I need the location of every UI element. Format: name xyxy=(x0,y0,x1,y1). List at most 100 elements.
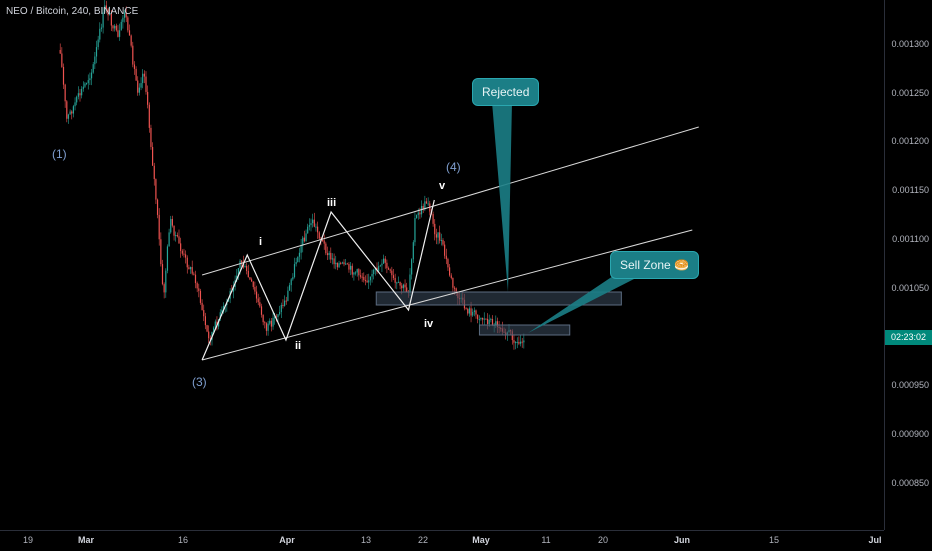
candle-body xyxy=(87,80,89,84)
candle-body xyxy=(251,279,253,282)
candle-body xyxy=(148,104,150,128)
candle-body xyxy=(290,279,292,286)
candle-body xyxy=(176,235,178,237)
candle-body xyxy=(368,280,370,283)
candle-body xyxy=(203,310,205,317)
candle-body xyxy=(465,308,467,310)
chart-title: NEO / Bitcoin, 240, BINANCE xyxy=(6,6,139,17)
candle-body xyxy=(92,64,94,73)
candle-body xyxy=(260,306,263,315)
candle-body xyxy=(272,317,274,327)
candle-body xyxy=(402,284,404,289)
callout-pointer-sell-zone xyxy=(528,270,642,333)
candle-body xyxy=(303,237,305,242)
candle-body xyxy=(204,316,206,326)
callout-rejected[interactable]: Rejected xyxy=(472,78,540,106)
candle-body xyxy=(330,252,332,260)
candle-body xyxy=(486,318,489,324)
candle-body xyxy=(67,114,70,119)
candle-body xyxy=(280,304,282,313)
candle-body xyxy=(86,83,88,85)
candle-body xyxy=(62,66,65,85)
wave-label-ii: ii xyxy=(295,340,302,352)
candle-body xyxy=(361,276,363,278)
candle-body xyxy=(302,237,304,246)
candle-body xyxy=(125,12,127,18)
time-axis[interactable]: 19 Mar 16 Apr 13 22 May 11 20 Jun 15 Jul xyxy=(0,530,884,551)
candle-body xyxy=(175,235,177,237)
wave-label-4: (4) xyxy=(446,160,461,174)
candle-body xyxy=(237,268,239,276)
candle-body xyxy=(133,64,136,69)
candle-body xyxy=(391,270,393,276)
candle-body xyxy=(485,318,487,320)
candle-body xyxy=(160,239,162,265)
candle-body xyxy=(89,78,91,81)
candle-body xyxy=(397,281,400,283)
candle-body xyxy=(275,316,277,318)
wave-label-1: (1) xyxy=(52,147,67,161)
candle-body xyxy=(181,250,183,254)
candle-body xyxy=(472,311,474,316)
candle-body xyxy=(381,263,383,266)
candle-body xyxy=(135,68,137,81)
candle-body xyxy=(354,272,357,274)
candle-body xyxy=(72,106,74,114)
candle-body xyxy=(132,45,134,65)
candle-body xyxy=(163,284,165,293)
callout-sell-zone[interactable]: Sell Zone 🥯 xyxy=(610,251,699,279)
candle-body xyxy=(222,305,225,310)
candle-body xyxy=(166,246,169,271)
channel-trendline xyxy=(201,229,693,361)
candle-body xyxy=(269,320,271,324)
candle-body xyxy=(371,274,373,277)
candle-body xyxy=(127,17,129,31)
candle-body xyxy=(130,35,132,46)
candle-body xyxy=(143,73,145,77)
candle-body xyxy=(180,243,182,251)
candle-body xyxy=(232,286,235,292)
candle-body xyxy=(333,258,335,265)
candle-body xyxy=(445,255,447,260)
candle-body xyxy=(264,322,266,324)
candle-body xyxy=(386,262,388,269)
price-tick: 0.001250 xyxy=(891,88,929,98)
wave-label-3: (3) xyxy=(192,375,207,389)
candle-body xyxy=(109,13,111,16)
candle-body xyxy=(209,338,211,340)
candle-body xyxy=(137,80,139,93)
candle-body xyxy=(523,340,525,343)
candle-body xyxy=(399,281,401,286)
candle-body xyxy=(173,225,175,236)
candle-body xyxy=(170,218,172,233)
candle-body xyxy=(468,308,470,314)
candle-body xyxy=(102,12,104,28)
candle-body xyxy=(488,319,490,324)
candle-body xyxy=(478,319,480,321)
time-tick: Jul xyxy=(868,535,882,545)
candle-body xyxy=(341,262,343,264)
candle-body xyxy=(117,30,119,37)
time-tick: 22 xyxy=(417,535,429,545)
candle-body xyxy=(259,302,261,307)
candle-body xyxy=(120,21,122,31)
candle-body xyxy=(477,314,479,320)
candle-body xyxy=(326,253,329,256)
price-axis[interactable]: 0.001300 0.001250 0.001200 0.001150 0.00… xyxy=(884,0,932,530)
candle-body xyxy=(427,203,429,205)
candle-body xyxy=(359,275,362,277)
candle-body xyxy=(145,76,147,92)
candle-body xyxy=(66,101,68,119)
candle-body xyxy=(186,257,188,268)
candle-body xyxy=(419,212,421,215)
candle-body xyxy=(452,277,454,288)
current-time-badge: 02:23:02 xyxy=(885,330,932,345)
candle-body xyxy=(384,258,386,263)
candle-body xyxy=(300,245,302,253)
candle-body xyxy=(345,263,347,265)
candle-body xyxy=(422,206,424,210)
candle-body xyxy=(401,285,403,289)
candle-body xyxy=(521,341,523,343)
candle-body xyxy=(153,165,155,180)
